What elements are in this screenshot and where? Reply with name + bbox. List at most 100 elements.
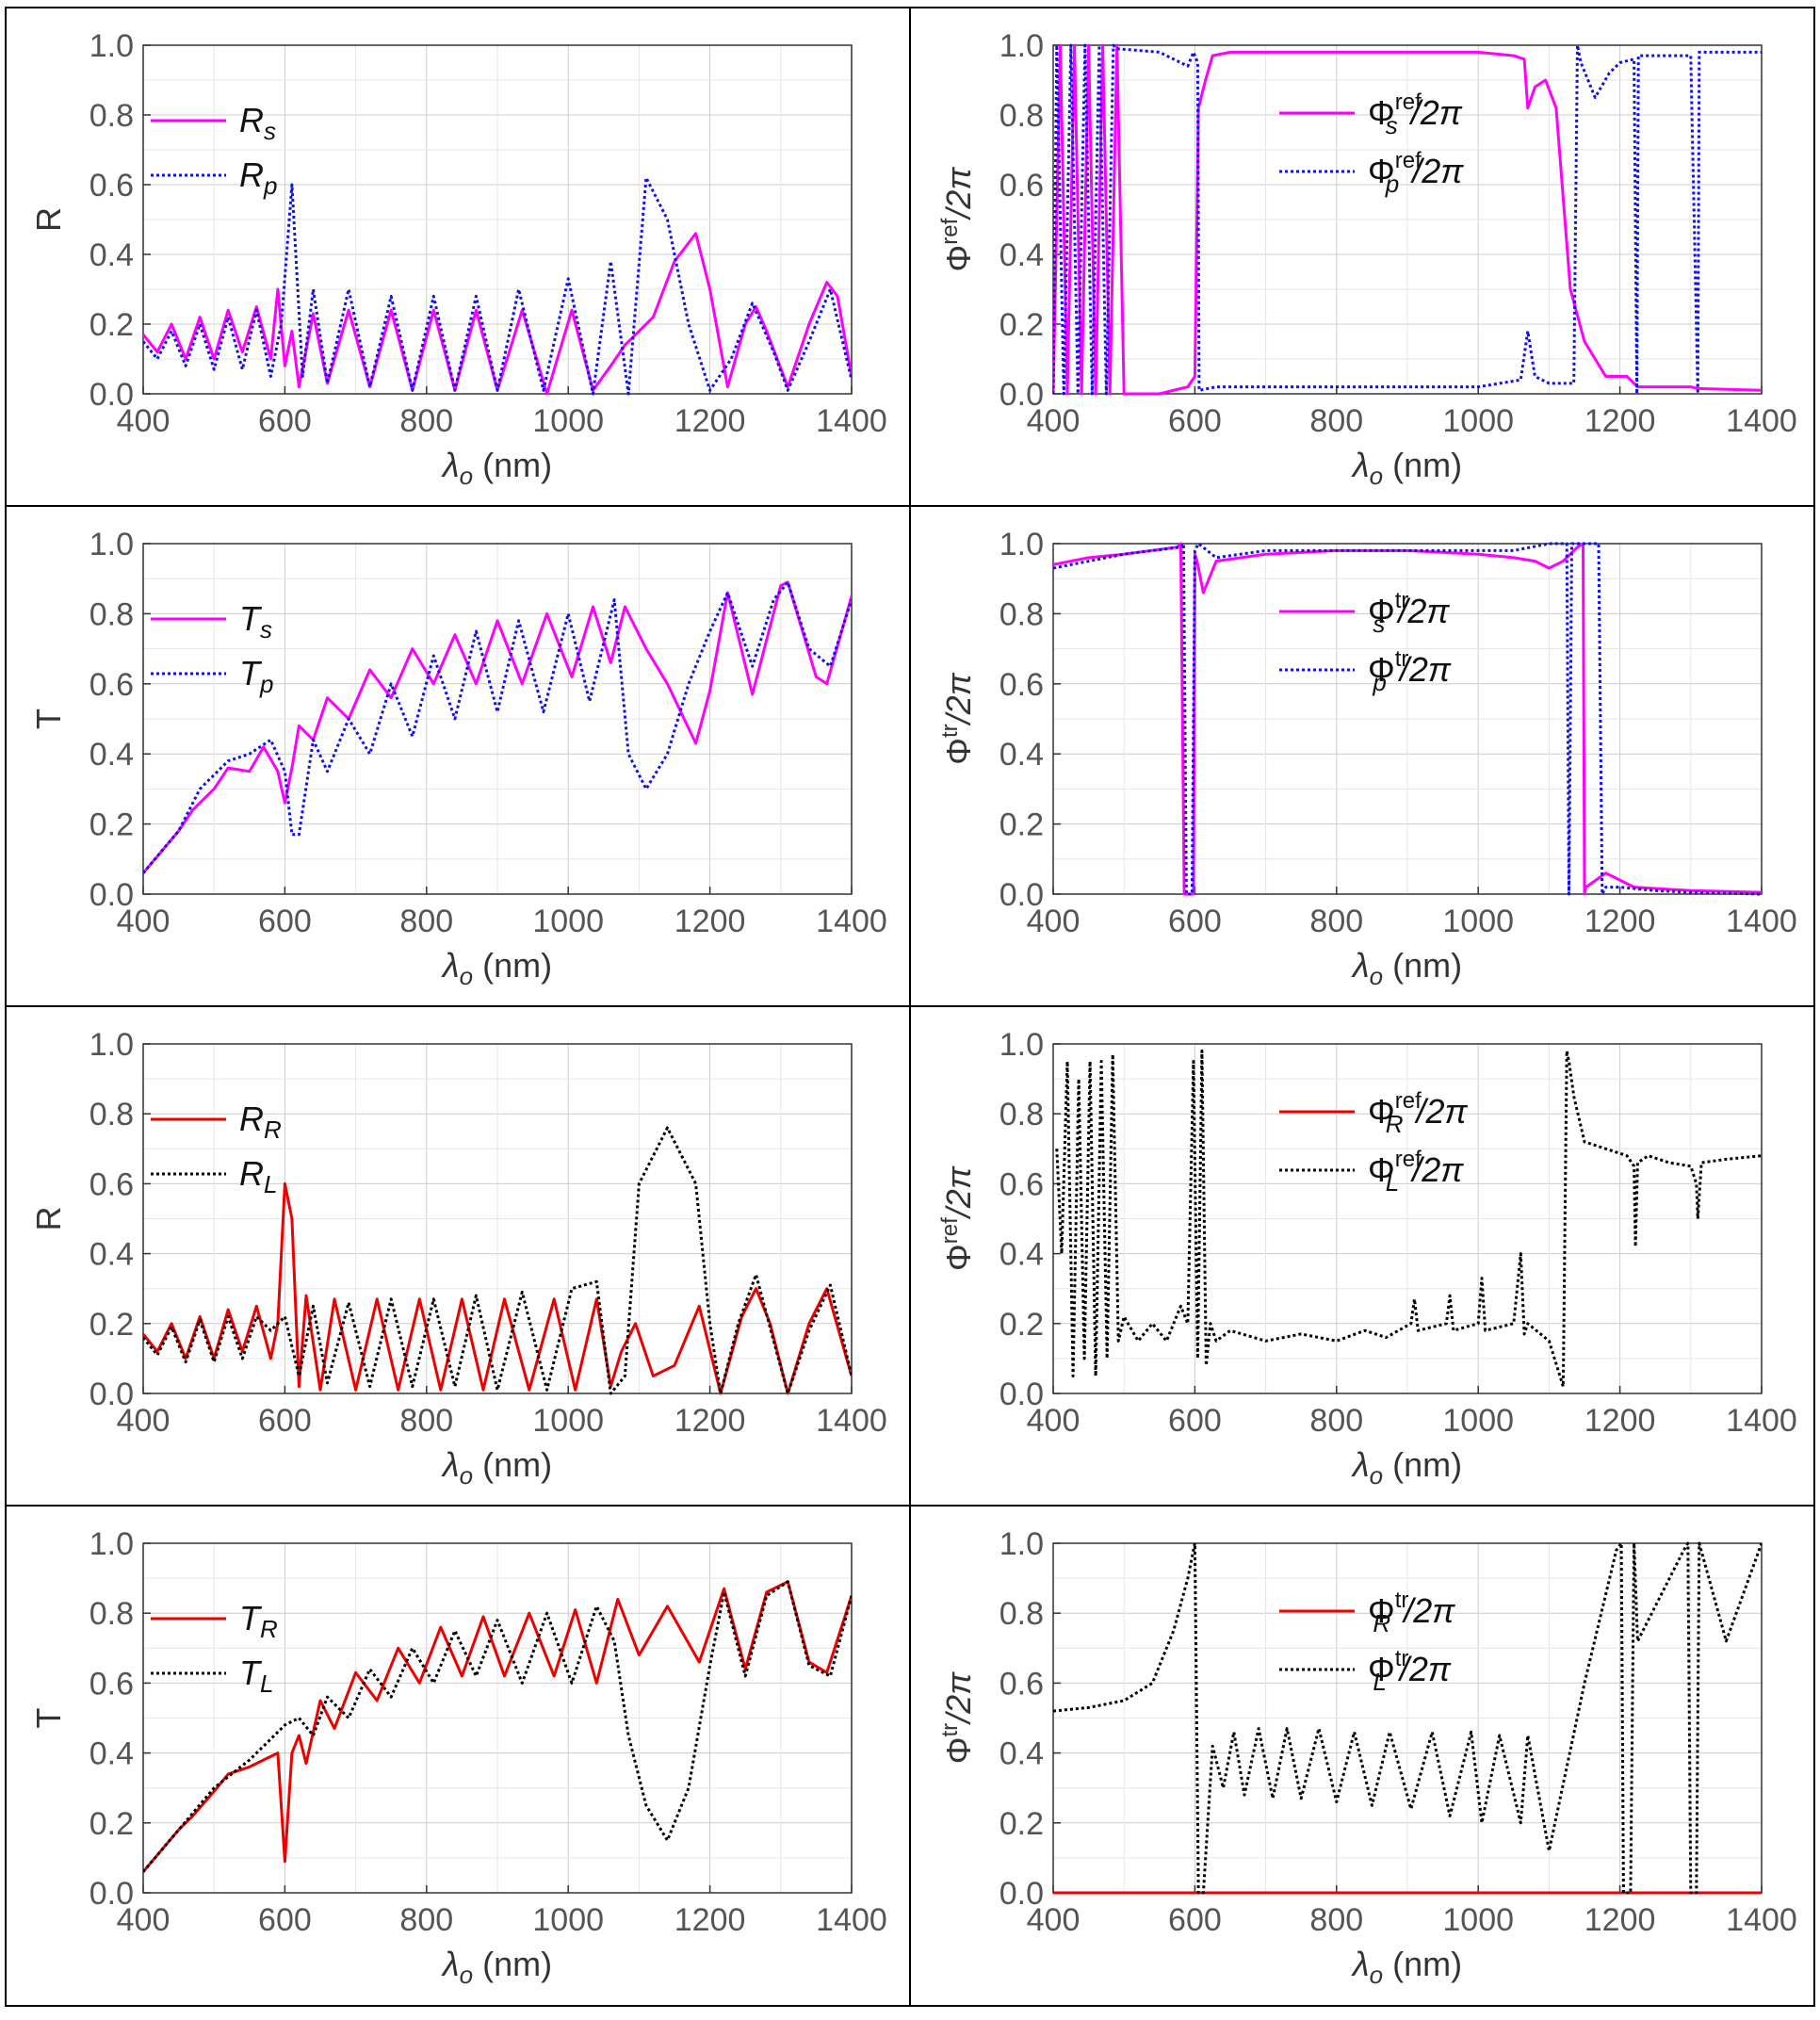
y-axis-label: T [29, 709, 68, 729]
legend-label-Ts: Ts [239, 599, 272, 643]
x-tick-label: 800 [399, 1902, 453, 1938]
x-axis-label-subscript: o [460, 462, 473, 490]
y-tick-label: 1.0 [89, 1027, 134, 1063]
legend-label-subscript: L [1386, 1168, 1399, 1197]
legend-label-main: Φ [1368, 1591, 1395, 1630]
y-tick-label: 0.2 [89, 1806, 134, 1842]
y-axis-label-tail: /2π [939, 167, 978, 221]
x-tick-label: 800 [399, 1403, 453, 1439]
legend-label-main: R [239, 1100, 264, 1138]
y-tick-label: 0.2 [999, 807, 1044, 843]
series-group [143, 176, 852, 396]
y-tick-label: 1.0 [999, 1027, 1044, 1063]
legend-label-superscript: tr [1395, 1646, 1409, 1671]
y-tick-label: 0.0 [999, 877, 1044, 913]
chart-2: 400 600 800 1000 1200 1400 0.0 0.2 0.4 0.6 0.8 1.0 λ… [937, 28, 1797, 490]
series-line-Phi_L_ref [1055, 1049, 1762, 1389]
series-line-RL [143, 1126, 852, 1395]
x-tick-label: 1200 [1584, 1902, 1656, 1938]
legend-label-subscript: s [260, 615, 272, 643]
x-axis-label-symbol: λ [1351, 946, 1370, 985]
y-axis-label-tail: /2π [939, 1671, 978, 1726]
y-tick-label: 0.4 [999, 1237, 1044, 1273]
y-axis-label: Φref/2π [937, 1165, 978, 1271]
y-tick-label: 0.4 [999, 737, 1044, 773]
legend-label-subscript: s [264, 117, 276, 145]
legend-label-Phi_p_tr: Φtr p/2π [1368, 646, 1452, 696]
legend-label-Rs: Rs [239, 101, 276, 145]
x-tick-label: 1400 [816, 1902, 887, 1938]
x-axis-label-unit: (nm) [1383, 446, 1462, 484]
series-line-Phi_s_tr [1053, 542, 1762, 896]
x-tick-label: 1400 [1726, 403, 1797, 439]
legend-label-tail: /2π [1408, 93, 1463, 132]
y-tick-label: 1.0 [89, 527, 134, 562]
x-axis-label: λo (nm) [441, 946, 552, 990]
legend-label-TL: TL [239, 1653, 273, 1698]
series-line-RR [143, 1181, 852, 1395]
x-axis-label: λo (nm) [441, 1445, 552, 1490]
x-tick-label: 1200 [674, 1902, 746, 1938]
y-tick-label: 0.2 [999, 1806, 1044, 1842]
x-tick-label: 1200 [1584, 403, 1656, 439]
plot-frame [142, 1542, 853, 1894]
y-tick-label: 0.4 [89, 237, 134, 273]
y-axis-label-superscript: tr [937, 724, 963, 738]
y-tick-label: 0.4 [999, 237, 1044, 273]
y-tick-label: 0.2 [89, 307, 134, 343]
x-tick-label: 1400 [816, 904, 887, 939]
legend-label-superscript: tr [1395, 646, 1409, 672]
series-line-Phi_L_tr [1053, 1541, 1762, 1895]
x-tick-label: 1400 [1726, 1403, 1797, 1439]
legend-label-tail: /2π [1414, 1092, 1469, 1131]
legend-label-subscript: R [264, 1116, 282, 1144]
legend-label-superscript: ref [1395, 148, 1422, 173]
y-tick-label: 0.0 [999, 377, 1044, 413]
legend-label-Tp: Tp [239, 654, 273, 698]
x-axis-label-unit: (nm) [1383, 1945, 1462, 1983]
x-tick-label: 1400 [816, 403, 887, 439]
chart-8: 400 600 800 1000 1200 1400 0.0 0.2 0.4 0.6 0.8 1.0 λ… [937, 1526, 1797, 1989]
y-axis-label-symbol: Φ [939, 738, 978, 765]
y-tick-label: 0.0 [89, 377, 134, 413]
plot-frame [1052, 44, 1763, 395]
x-axis-label-subscript: o [460, 962, 473, 990]
series-line-Phi_p_ref [1053, 43, 1762, 396]
series-line-TR [143, 1580, 852, 1873]
y-tick-label: 0.0 [89, 1876, 134, 1912]
y-axis-label: Φtr/2π [937, 1671, 978, 1764]
plot-frame [142, 543, 853, 895]
legend-label-tail: /2π [1409, 152, 1464, 190]
legend-label-Phi_L_ref: Φref L/2π [1368, 1147, 1464, 1197]
x-axis-label-unit: (nm) [473, 946, 552, 985]
x-tick-label: 1000 [532, 403, 604, 439]
legend-label-subscript: p [1372, 668, 1386, 696]
x-tick-label: 1000 [532, 1403, 604, 1439]
x-tick-label: 800 [399, 904, 453, 939]
legend-label-main: Φ [1368, 650, 1395, 689]
legend-label-superscript: ref [1395, 90, 1422, 115]
x-tick-label: 400 [1027, 904, 1081, 939]
x-axis-label-symbol: λ [1351, 1945, 1370, 1983]
legend-label-Phi_p_ref: Φref p/2π [1368, 148, 1464, 198]
y-axis-label-tail: /2π [939, 672, 978, 726]
x-tick-label: 1000 [1442, 1902, 1514, 1938]
y-tick-label: 1.0 [999, 28, 1044, 64]
legend-label-main: Φ [1368, 1650, 1395, 1688]
x-tick-label: 600 [1168, 1902, 1222, 1938]
x-tick-label: 1400 [1726, 904, 1797, 939]
x-tick-label: 400 [1027, 403, 1081, 439]
plot-frame [142, 1043, 853, 1394]
legend-label-Phi_s_tr: Φtr s/2π [1368, 588, 1450, 638]
legend-label-superscript: tr [1395, 1588, 1409, 1613]
series-group [1053, 43, 1762, 396]
y-tick-label: 0.8 [89, 596, 134, 632]
y-tick-label: 0.6 [89, 1166, 134, 1202]
legend-label-Phi_s_ref: Φref s/2π [1368, 90, 1463, 139]
y-axis-label-symbol: Φ [939, 1244, 978, 1271]
x-tick-label: 1000 [1442, 403, 1514, 439]
x-axis-label-subscript: o [1370, 1961, 1383, 1989]
series-group [143, 1126, 852, 1395]
y-tick-label: 0.0 [89, 1377, 134, 1412]
chart-6: 400 600 800 1000 1200 1400 0.0 0.2 0.4 0.6 0.8 1.0 λ… [937, 1027, 1797, 1490]
